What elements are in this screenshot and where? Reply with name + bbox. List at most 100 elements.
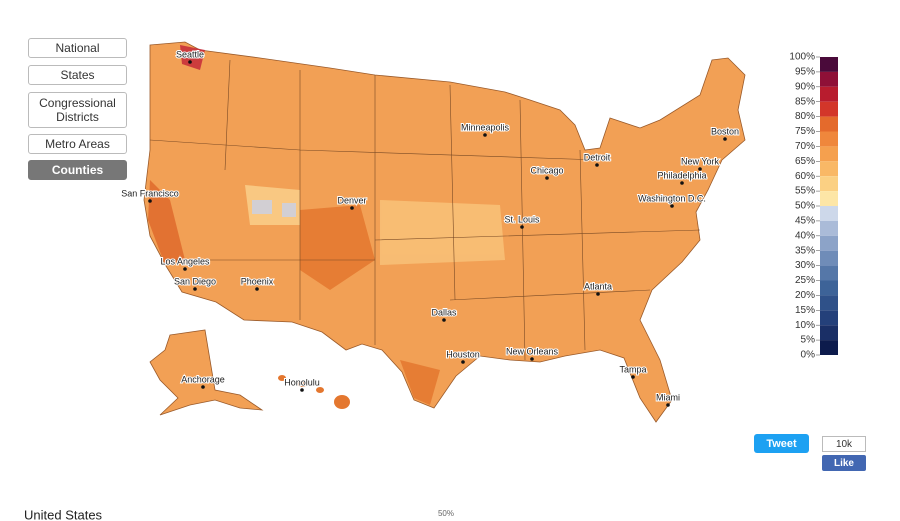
- city-label: Atlanta: [584, 281, 612, 291]
- shade-region: [400, 360, 440, 405]
- nav-button[interactable]: Counties: [28, 160, 127, 180]
- city-label: San Francisco: [121, 188, 179, 198]
- shade-region: [300, 205, 375, 290]
- city-dot: [193, 287, 197, 291]
- city-dot: [483, 133, 487, 137]
- city-label: Los Angeles: [160, 256, 210, 266]
- city-dot: [680, 181, 684, 185]
- city-dot: [461, 360, 465, 364]
- like-count: 10k: [822, 436, 866, 452]
- legend-label: 30%: [795, 260, 815, 271]
- legend-label: 10%: [795, 320, 815, 331]
- city-label: Philadelphia: [657, 170, 706, 180]
- legend-swatch: [820, 295, 838, 311]
- city-dot: [442, 318, 446, 322]
- city-dot: [148, 199, 152, 203]
- legend-swatch: [820, 325, 838, 341]
- border-lines: [149, 59, 701, 361]
- city-label: Dallas: [431, 307, 457, 317]
- city-label: Denver: [337, 195, 366, 205]
- city-label: New Orleans: [506, 346, 559, 356]
- legend-swatch: [820, 265, 838, 281]
- city-dot: [545, 176, 549, 180]
- city-dot: [670, 204, 674, 208]
- shade-region: [252, 200, 272, 214]
- legend-swatch: [820, 340, 838, 355]
- footer-region: United States: [24, 507, 103, 521]
- city-label: Miami: [656, 392, 680, 402]
- city-label: Minneapolis: [461, 122, 510, 132]
- city-dot: [723, 137, 727, 141]
- city-label: New York: [681, 156, 720, 166]
- city-label: Tampa: [619, 364, 646, 374]
- city-label: Seattle: [176, 49, 204, 59]
- legend-swatch: [820, 176, 838, 192]
- legend: 100% 95% 90% 85% 80% 75% 70% 65% 60% 55% 50% 45% 40%…: [789, 52, 838, 361]
- legend-swatch: [820, 310, 838, 326]
- city-label: Houston: [446, 349, 480, 359]
- legend-swatch: [820, 101, 838, 117]
- legend-swatch: [820, 71, 838, 87]
- legend-swatch: [820, 86, 838, 102]
- island: [278, 375, 286, 381]
- legend-label: 50%: [795, 201, 815, 212]
- hawaii: [278, 375, 350, 409]
- city-label: San Diego: [174, 276, 216, 286]
- city-label: Detroit: [584, 152, 611, 162]
- nav-button[interactable]: Congressional Districts: [28, 92, 127, 128]
- legend-label: 0%: [801, 350, 816, 361]
- city-dot: [188, 60, 192, 64]
- city-dot: [596, 292, 600, 296]
- legend-label: 45%: [795, 216, 815, 227]
- city-dot: [530, 357, 534, 361]
- city-label: Chicago: [530, 165, 563, 175]
- city-dot: [300, 388, 304, 392]
- legend-swatch: [820, 116, 838, 132]
- city-dot: [698, 167, 702, 171]
- alaska: [149, 329, 264, 416]
- regional-shading: [148, 45, 505, 405]
- like-button[interactable]: Like: [822, 455, 866, 471]
- nav-button[interactable]: National: [28, 38, 127, 58]
- city-label: Phoenix: [241, 276, 274, 286]
- legend-swatch: [820, 250, 838, 266]
- city-dot: [666, 403, 670, 407]
- legend-label: 40%: [795, 230, 815, 241]
- shade-region: [282, 203, 296, 217]
- city-dot: [631, 375, 635, 379]
- legend-label: 100%: [789, 52, 815, 63]
- city-dot: [255, 287, 259, 291]
- legend-label: 90%: [795, 81, 815, 92]
- island: [316, 387, 324, 393]
- legend-swatch: [820, 235, 838, 251]
- city-dot: [183, 267, 187, 271]
- nav-button[interactable]: Metro Areas: [28, 134, 127, 154]
- island: [297, 381, 307, 387]
- legend-label: 65%: [795, 156, 815, 167]
- legend-label: 70%: [795, 141, 815, 152]
- nav-button[interactable]: States: [28, 65, 127, 85]
- city-label: Boston: [711, 126, 739, 136]
- legend-swatch: [820, 206, 838, 221]
- legend-label: 60%: [795, 171, 815, 182]
- legend-label: 80%: [795, 111, 815, 122]
- city-label: Washington D.C.: [638, 193, 706, 203]
- legend-swatch: [820, 220, 838, 236]
- legend-label: 75%: [795, 126, 815, 137]
- tweet-button[interactable]: Tweet: [754, 434, 809, 453]
- legend-swatch: [820, 131, 838, 147]
- city-dot: [595, 163, 599, 167]
- city-labels: Seattle San Francisco Los Angeles San Diego…: [120, 48, 740, 407]
- city-label: Anchorage: [181, 374, 225, 384]
- city-dot: [350, 206, 354, 210]
- legend-swatch: [820, 280, 838, 296]
- shade-region: [180, 45, 205, 70]
- shade-region: [148, 180, 185, 265]
- legend-label: 85%: [795, 96, 815, 107]
- city-label: St. Louis: [504, 214, 540, 224]
- state-borders: [149, 59, 701, 361]
- city-dot: [520, 225, 524, 229]
- legend-swatch: [820, 191, 838, 206]
